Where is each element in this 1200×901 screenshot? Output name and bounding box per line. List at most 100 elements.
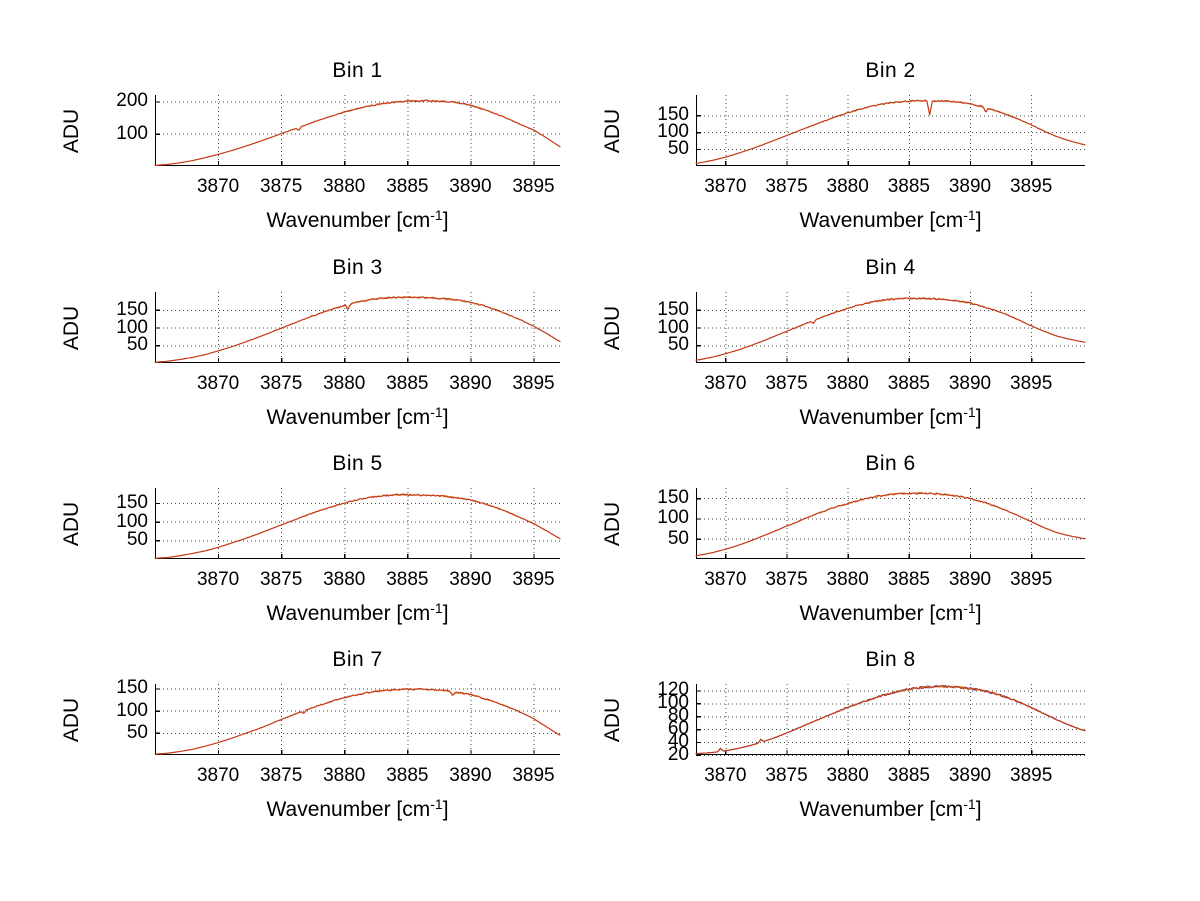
spectrum-trace <box>695 492 1086 557</box>
y-tick-label: 100 <box>116 316 148 338</box>
subplot-title: Bin 2 <box>865 59 916 82</box>
x-tick-label: 3880 <box>826 373 869 394</box>
x-axis-label-suffix: ] <box>975 798 982 821</box>
x-axis-label: Wavenumber [cm-1] <box>696 404 1085 430</box>
x-axis-label-text: Wavenumber [cm <box>266 798 431 821</box>
x-tick-label: 3895 <box>1010 569 1053 590</box>
subplot-title: Bin 6 <box>865 452 916 475</box>
y-tick-label: 100 <box>116 510 148 532</box>
x-tick-label: 3885 <box>386 373 429 394</box>
x-tick-label: 3885 <box>887 373 930 394</box>
x-axis-label-text: Wavenumber [cm <box>799 602 964 625</box>
x-axis-label-suffix: ] <box>975 406 982 429</box>
x-axis-label-text: Wavenumber [cm <box>266 209 431 232</box>
x-tick-label: 3895 <box>1010 176 1053 197</box>
x-tick-label: 3895 <box>1010 373 1053 394</box>
y-tick-label: 100 <box>116 699 148 721</box>
x-tick-label: 3890 <box>948 176 992 197</box>
x-tick-label: 3880 <box>323 176 366 197</box>
x-tick-label: 3885 <box>386 176 429 197</box>
x-tick-label: 3870 <box>704 569 747 590</box>
x-tick-label: 3880 <box>826 765 869 786</box>
y-tick-label: 40 <box>667 731 689 753</box>
y-tick-label: 200 <box>116 90 148 112</box>
spectrum-trace <box>695 99 1086 164</box>
subplot-title: Bin 7 <box>332 648 383 671</box>
x-tick-label: 3895 <box>512 373 555 394</box>
x-axis-label-suffix: ] <box>975 602 982 625</box>
x-tick-label: 3875 <box>260 765 303 786</box>
y-tick-label: 80 <box>667 705 689 727</box>
y-tick-label: 100 <box>657 692 689 714</box>
spectrum-trace <box>695 297 1086 361</box>
x-axis-label-superscript: -1 <box>963 404 976 420</box>
x-axis-label-superscript: -1 <box>963 600 976 616</box>
x-tick-label: 3875 <box>260 569 303 590</box>
x-tick-label: 3895 <box>1010 765 1053 786</box>
x-tick-label: 3885 <box>887 569 930 590</box>
x-tick-label: 3895 <box>512 176 555 197</box>
subplot-bin-4: Bin 4 ADU 50 100 150 3870 3875 3880 3885 3890 3… <box>561 252 1105 443</box>
x-tick-label: 3875 <box>260 176 303 197</box>
y-tick-label: 150 <box>116 491 148 513</box>
spectrum-trace <box>695 685 1086 755</box>
y-tick-label: 50 <box>667 334 689 356</box>
x-tick-label: 3875 <box>765 176 808 197</box>
x-axis-label-superscript: -1 <box>963 796 976 812</box>
x-axis-label-text: Wavenumber [cm <box>799 209 964 232</box>
x-tick-label: 3890 <box>948 373 992 394</box>
subplot-bin-7: Bin 7 ADU 50 100 150 3870 3875 3880 3885 3890 3… <box>20 644 580 835</box>
x-tick-label: 3880 <box>826 176 869 197</box>
x-axis-label-superscript: -1 <box>430 404 443 420</box>
x-axis-label: Wavenumber [cm-1] <box>155 207 560 233</box>
subplot-title: Bin 5 <box>332 452 383 475</box>
x-tick-label: 3870 <box>196 373 240 394</box>
subplot-bin-6: Bin 6 ADU 50 100 150 3870 3875 3880 3885 3890 3… <box>561 448 1105 639</box>
x-tick-label: 3890 <box>948 569 992 590</box>
spectrum-trace <box>154 99 561 166</box>
x-tick-label: 3885 <box>386 765 429 786</box>
spectrum-trace <box>695 685 1086 755</box>
subplot-bin-2: Bin 2 ADU 50 100 150 3870 3875 3880 3885 3890 3… <box>561 55 1105 246</box>
x-tick-label: 3890 <box>948 765 992 786</box>
x-tick-label: 3890 <box>449 765 492 786</box>
plot-area <box>695 684 1086 757</box>
plot-area <box>695 292 1086 364</box>
spectrum-trace <box>695 491 1086 557</box>
plot-area <box>154 684 561 756</box>
y-tick-label: 150 <box>657 104 689 126</box>
x-tick-label: 3875 <box>260 373 303 394</box>
y-tick-label: 50 <box>126 721 148 743</box>
y-tick-label: 100 <box>657 121 689 143</box>
y-tick-label: 60 <box>667 718 689 740</box>
x-tick-label: 3875 <box>765 569 808 590</box>
x-axis-label: Wavenumber [cm-1] <box>696 600 1085 626</box>
spectrum-trace <box>154 493 561 559</box>
spectrum-trace <box>695 684 1086 755</box>
x-axis-label: Wavenumber [cm-1] <box>155 797 560 822</box>
x-axis-label-suffix: ] <box>442 209 449 232</box>
x-axis-label-text: Wavenumber [cm <box>266 602 431 625</box>
x-tick-label: 3890 <box>449 176 492 197</box>
x-tick-label: 3870 <box>704 373 747 394</box>
x-tick-label: 3880 <box>323 765 366 786</box>
x-axis-label-superscript: -1 <box>430 600 443 616</box>
x-axis-label: Wavenumber [cm-1] <box>155 404 560 430</box>
subplot-bin-5: Bin 5 ADU 50 100 150 3870 3875 3880 3885 3890 3… <box>20 448 580 639</box>
x-tick-label: 3875 <box>765 373 808 394</box>
x-tick-label: 3890 <box>449 373 492 394</box>
x-axis-label: Wavenumber [cm-1] <box>696 796 1085 822</box>
x-tick-label: 3870 <box>704 765 747 786</box>
x-axis-label-text: Wavenumber [cm <box>799 406 964 429</box>
y-tick-label: 150 <box>657 487 689 509</box>
subplot-bin-1: Bin 1 ADU 100 200 3870 3875 3880 3885 3890 389… <box>20 55 580 246</box>
x-tick-label: 3885 <box>887 765 930 786</box>
y-tick-label: 50 <box>667 527 689 549</box>
subplot-title: Bin 4 <box>865 256 916 279</box>
subplot-title: Bin 8 <box>865 648 916 671</box>
x-axis-label-superscript: -1 <box>430 207 443 223</box>
subplot-title: Bin 3 <box>332 256 383 279</box>
plot-area <box>154 292 561 364</box>
y-tick-label: 120 <box>657 679 689 701</box>
